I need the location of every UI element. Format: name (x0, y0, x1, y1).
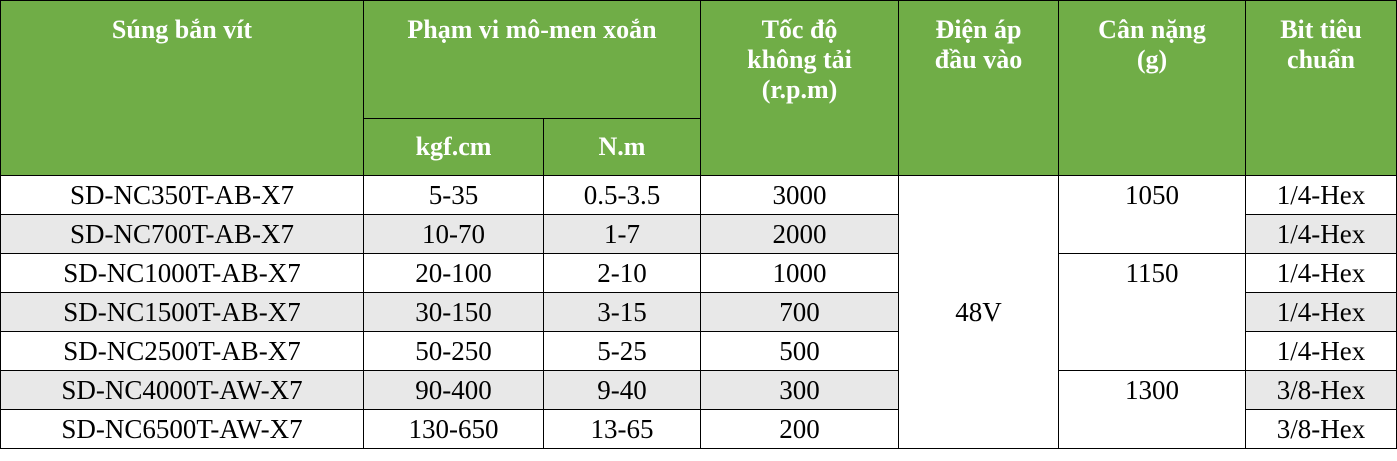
table-row: SD-NC1000T-AB-X7 20-100 2-10 1000 1150 1/4-He… (0, 253, 1397, 371)
speed-cell: 200 (700, 409, 899, 449)
weight-cell: 1050 (1058, 175, 1246, 254)
bit-cell: 3/8-Hex (1245, 409, 1397, 449)
kgf-cell: 10-70 (363, 214, 544, 254)
model-cell: SD-NC350T-AB-X7 (0, 175, 364, 215)
bit-cell: 1/4-Hex (1245, 331, 1397, 371)
header-kgf: kgf.cm (363, 118, 544, 176)
bit-cell: 1/4-Hex (1245, 253, 1397, 293)
speed-cell: 2000 (700, 214, 899, 254)
header-bit: Bit tiêu chuẩn (1280, 15, 1362, 74)
header-cell: Súng bắn vít (0, 0, 364, 176)
table-body: SD-NC350T-AB-X7 5-35 0.5-3.5 3000 48V 1050 1/4… (0, 175, 1397, 449)
nm-cell: 13-65 (543, 409, 701, 449)
header-cell: Phạm vi mô-men xoắn (363, 0, 701, 119)
bit-cell: 1/4-Hex (1245, 292, 1397, 332)
voltage-cell: 48V (898, 175, 1059, 449)
model-cell: SD-NC1500T-AB-X7 (0, 292, 364, 332)
bit-cell: 1/4-Hex (1245, 214, 1397, 254)
nm-cell: 0.5-3.5 (543, 175, 701, 215)
model-cell: SD-NC6500T-AW-X7 (0, 409, 364, 449)
speed-cell: 700 (700, 292, 899, 332)
model-cell: SD-NC1000T-AB-X7 (0, 253, 364, 293)
nm-cell: 3-15 (543, 292, 701, 332)
header-model: Súng bắn vít (111, 15, 253, 44)
weight-cell: 1150 (1058, 253, 1246, 371)
nm-cell: 5-25 (543, 331, 701, 371)
model-cell: SD-NC4000T-AW-X7 (0, 370, 364, 410)
nm-cell: 1-7 (543, 214, 701, 254)
kgf-cell: 50-250 (363, 331, 544, 371)
kgf-cell: 30-150 (363, 292, 544, 332)
nm-cell: 9-40 (543, 370, 701, 410)
speed-cell: 3000 (700, 175, 899, 215)
header-cell: Bit tiêu chuẩn (1245, 0, 1397, 176)
header-speed: Tốc độ không tải (r.p.m) (747, 15, 852, 104)
header-cell: Cân nặng (g) (1058, 0, 1246, 176)
header-voltage: Điện áp đầu vào (934, 15, 1023, 74)
table-row: SD-NC700T-AB-X7 10-70 1-7 2000 1/4-Hex (0, 214, 1397, 254)
nm-cell: 2-10 (543, 253, 701, 293)
header-cell: Tốc độ không tải (r.p.m) (700, 0, 899, 176)
bit-cell: 1/4-Hex (1245, 175, 1397, 215)
header-weight: Cân nặng (g) (1098, 15, 1206, 74)
model-cell: SD-NC700T-AB-X7 (0, 214, 364, 254)
header-cell: Điện áp đầu vào (898, 0, 1059, 176)
bit-cell: 3/8-Hex (1245, 370, 1397, 410)
kgf-cell: 130-650 (363, 409, 544, 449)
speed-cell: 300 (700, 370, 899, 410)
speed-cell: 1000 (700, 253, 899, 293)
table-row: SD-NC4000T-AW-X7 90-400 9-40 300 1300 3/8-Hex (0, 370, 1397, 449)
kgf-cell: 5-35 (363, 175, 544, 215)
header-torque: Phạm vi mô-men xoắn (407, 15, 657, 44)
speed-cell: 500 (700, 331, 899, 371)
header-nm: N.m (543, 118, 701, 176)
kgf-cell: 90-400 (363, 370, 544, 410)
model-cell: SD-NC2500T-AB-X7 (0, 331, 364, 371)
spec-table: Súng bắn vít Phạm vi mô-men xoắn Tốc độ … (0, 0, 1397, 449)
table-row: SD-NC1500T-AB-X7 30-150 3-15 700 1/4-Hex (0, 292, 1397, 332)
table-row: SD-NC6500T-AW-X7 130-650 13-65 200 3/8-Hex (0, 409, 1397, 449)
kgf-cell: 20-100 (363, 253, 544, 293)
table-row: SD-NC350T-AB-X7 5-35 0.5-3.5 3000 48V 1050 1/4… (0, 175, 1397, 449)
weight-cell: 1300 (1058, 370, 1246, 449)
